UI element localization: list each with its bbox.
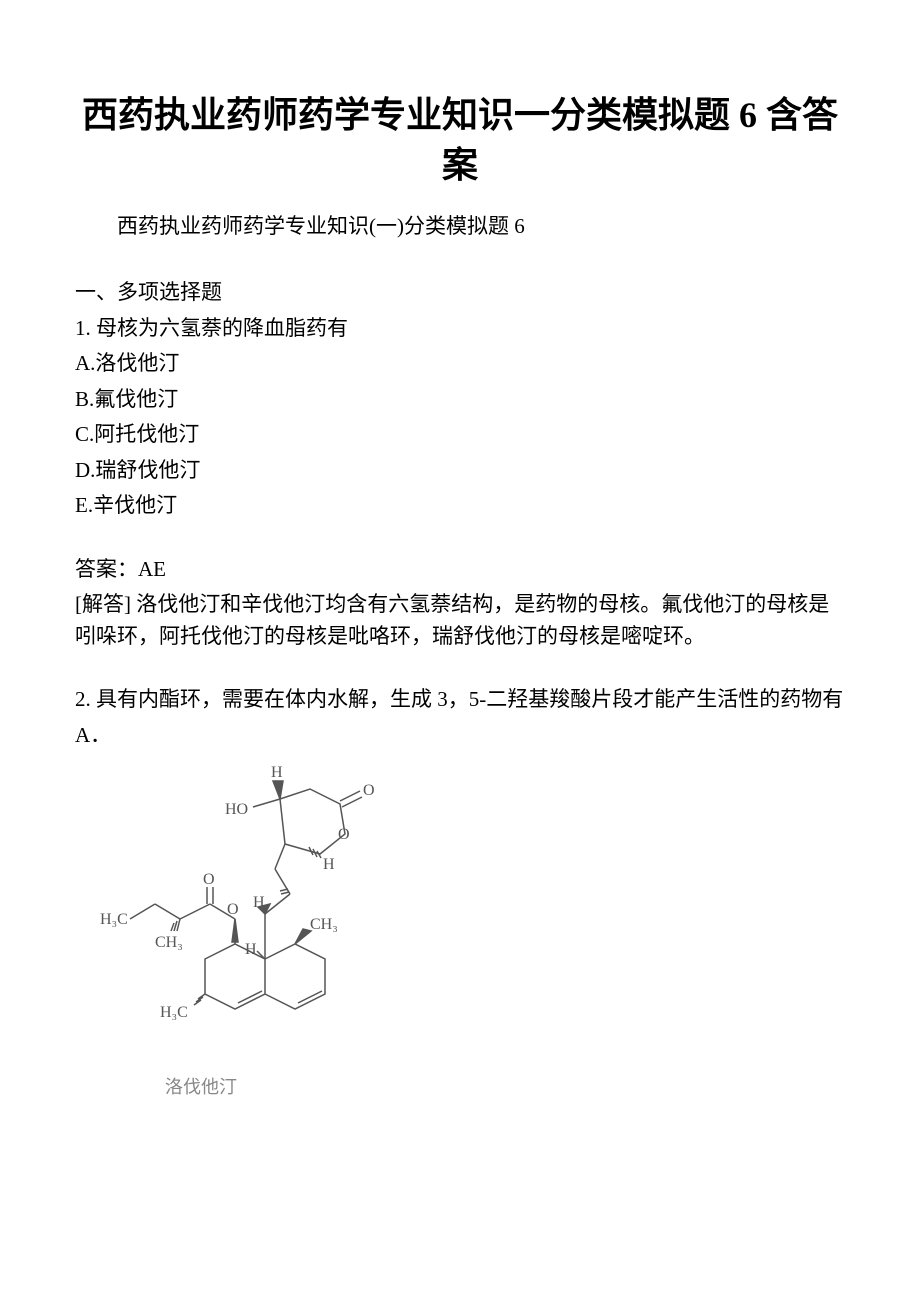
label-o1: O <box>363 782 375 799</box>
label-o3: O <box>203 871 215 888</box>
label-h3: H <box>253 894 265 911</box>
q1-explanation: [解答] 洛伐他汀和辛伐他汀均含有六氢萘结构，是药物的母核。氟伐他汀的母核是吲哚… <box>75 589 845 652</box>
label-h4: H <box>245 941 257 958</box>
q1-option-c: C.阿托伐他汀 <box>75 419 845 451</box>
lovastatin-structure-svg: H HO O O H O O H₃C CH₃ H H CH₃ H₃C <box>85 759 385 1069</box>
label-ch3-2: CH₃ <box>310 916 338 933</box>
q1-option-d: D.瑞舒伐他汀 <box>75 455 845 487</box>
q1-answer: 答案：AE <box>75 554 845 586</box>
document-title: 西药执业药师药学专业知识一分类模拟题 6 含答案 <box>75 90 845 191</box>
structure-caption: 洛伐他汀 <box>165 1074 845 1101</box>
q1-option-e: E.辛伐他汀 <box>75 490 845 522</box>
label-o4: O <box>227 901 239 918</box>
label-h2: H <box>323 856 335 873</box>
label-h3c2: H₃C <box>160 1004 188 1021</box>
q2-text: 2. 具有内酯环，需要在体内水解，生成 3，5-二羟基羧酸片段才能产生活性的药物… <box>75 684 845 716</box>
q1-option-a: A.洛伐他汀 <box>75 348 845 380</box>
label-h: H <box>271 764 283 781</box>
q1-option-b: B.氟伐他汀 <box>75 384 845 416</box>
section-header: 一、多项选择题 <box>75 277 845 309</box>
q2-option-a: A． <box>75 720 845 752</box>
label-h3c1: H₃C <box>100 911 128 928</box>
label-o2: O <box>338 826 350 843</box>
label-ch3-1: CH₃ <box>155 934 183 951</box>
label-ho: HO <box>225 801 248 818</box>
document-subtitle: 西药执业药师药学专业知识(一)分类模拟题 6 <box>75 211 845 243</box>
q1-text: 1. 母核为六氢萘的降血脂药有 <box>75 313 845 345</box>
chemical-structure: H HO O O H O O H₃C CH₃ H H CH₃ H₃C 洛伐他汀 <box>85 759 845 1101</box>
